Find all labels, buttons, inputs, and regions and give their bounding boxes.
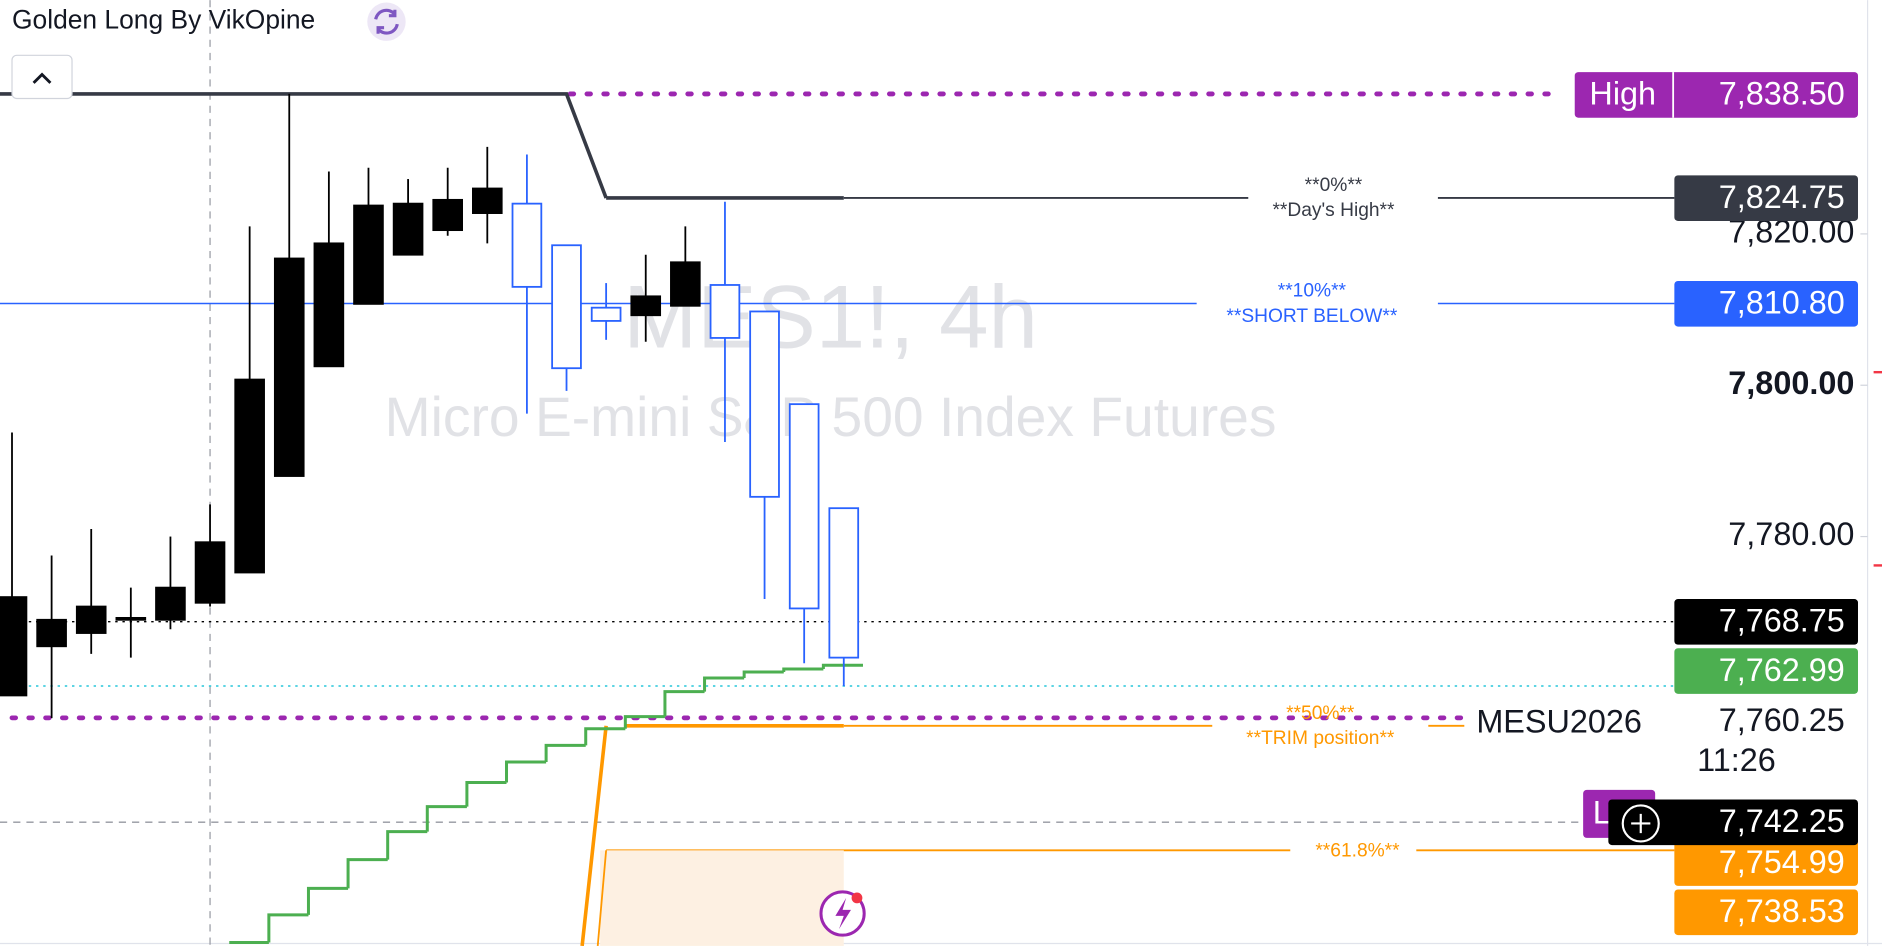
price-label-box [1608,799,1858,846]
trail-step [267,913,309,943]
trail-step [505,760,547,783]
candle-body [432,198,463,232]
candle-body [709,284,741,339]
level-note: **SHORT BELOW** [1226,306,1397,327]
price-label-box [1674,840,1858,886]
countdown: 11:26 [1697,742,1776,778]
level-tag: High [1589,76,1656,112]
price-label-box [1574,72,1858,118]
fib-leg [596,850,608,946]
series-layer: **0%** **Day's High** **10%** **SHORT BELOW… [0,93,1400,944]
label-layer: 7,780.007,800.007,820.007,838.50High7,82… [1476,72,1882,936]
price-label: 7,810.80 [1719,285,1845,321]
trail-step [346,858,388,889]
lightning-icon[interactable] [819,890,866,937]
indicator-settings-icon[interactable] [367,2,406,41]
trail-step [782,667,824,672]
candle-body [353,204,384,305]
candle-body [630,295,662,317]
trail-step [544,743,586,763]
fib-leg [580,725,608,946]
candle-body [194,541,226,604]
candle-body [0,596,28,697]
price-label: 7,762.99 [1719,652,1845,688]
plus-circle [1621,804,1660,843]
y-tick-label: 7,800.00 [1728,365,1854,401]
y-tick-label: 7,780.00 [1728,516,1854,552]
candle-body [75,605,107,634]
price-label: 7,742.25 [1719,803,1845,839]
trail-step [742,670,784,679]
trail-step [465,780,507,807]
trail-step [623,715,665,729]
candle-body [313,242,345,368]
trail-step [425,805,467,832]
fib-zone [600,850,844,946]
add-alert-button[interactable] [1621,804,1660,843]
low-tag: L [1593,795,1611,831]
price-label: 7,760.25 [1719,702,1845,738]
level-note: **61.8%** [1315,841,1400,862]
price-label-box [1674,175,1858,221]
level-note: **0%** [1305,175,1363,196]
price-label: 7,768.75 [1719,603,1845,639]
candle-body [749,310,780,498]
candle-body [828,507,860,659]
trail-step [821,663,863,669]
price-label-box [1674,280,1858,327]
watermark-description: Micro E-mini S&P 500 Index Futures [385,386,1277,448]
price-label-box [1674,599,1858,645]
trail-step [703,676,745,692]
price-label-box [1674,889,1858,936]
price-label: 7,754.99 [1719,844,1845,880]
price-label-box [1674,648,1858,694]
candle-body [551,244,582,370]
plus-sign [1631,813,1651,834]
contract-tag: MESU2026 [1476,703,1642,739]
trail-step [584,727,626,746]
candle-body [36,618,67,648]
candle-body [155,586,186,621]
collapse-button[interactable] [11,54,73,100]
candle-body [273,257,305,477]
price-label: 7,824.75 [1719,179,1845,215]
trail-step [386,830,428,860]
candle-body [115,616,147,621]
high-connector [0,92,608,199]
level-note: **Day's High** [1272,200,1395,221]
price-label: 7,838.50 [1719,76,1845,112]
candle-body [511,202,543,288]
candle-body [472,187,503,214]
candle-body [788,403,820,610]
trail-step [663,690,705,717]
level-note: **10%** [1278,281,1347,302]
trail-step [306,886,349,915]
level-note: **50%** [1286,703,1355,724]
candle-body [590,306,622,322]
candle-body [234,378,265,574]
candle-body [670,261,701,307]
price-label: 7,738.53 [1719,893,1845,929]
candle-body [392,202,424,256]
level-note: **TRIM position** [1246,728,1395,749]
indicator-title: Golden Long By VikOpine [12,5,315,35]
